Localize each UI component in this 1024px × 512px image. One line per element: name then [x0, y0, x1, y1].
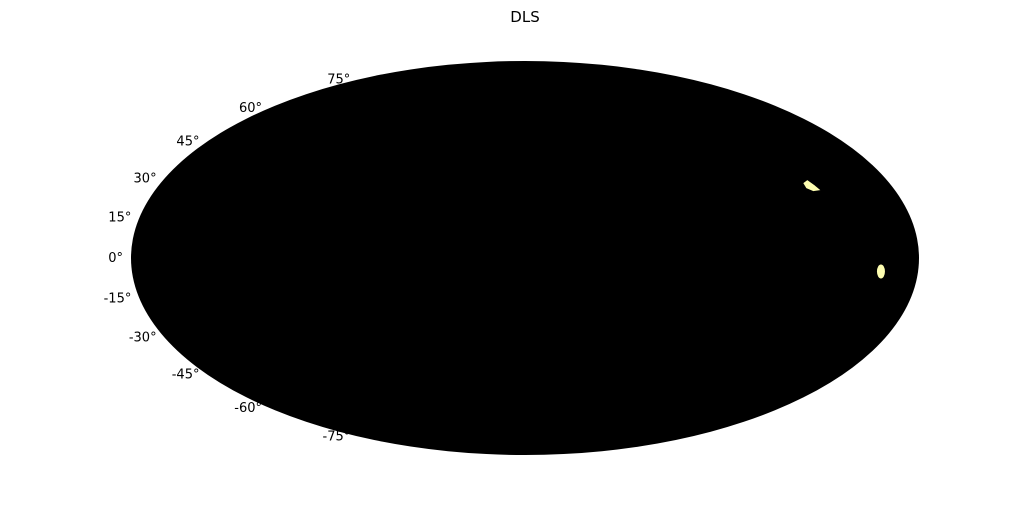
latitude-tick-label: -15° [104, 291, 132, 306]
latitude-tick-label: 45° [176, 134, 199, 149]
survey-region-patch [803, 180, 821, 192]
sky-ellipse [131, 61, 919, 455]
survey-regions [803, 180, 885, 279]
latitude-tick-label: -30° [129, 331, 157, 346]
latitude-tick-label: 60° [239, 101, 262, 116]
latitude-tick-label: 15° [108, 211, 131, 226]
latitude-tick-label: 75° [327, 73, 350, 88]
chart-title: DLS [510, 8, 539, 26]
latitude-tick-labels: 75° 60° 45° 30° 15° 0° -15° -30° -45° -60° -75° [104, 73, 351, 445]
latitude-tick-label: 0° [108, 251, 123, 266]
latitude-tick-label: 30° [134, 171, 157, 186]
latitude-tick-label: -75° [323, 429, 351, 444]
survey-region-patch [876, 264, 885, 279]
latitude-tick-label: -45° [172, 368, 200, 383]
latitude-tick-label: -60° [234, 401, 262, 416]
